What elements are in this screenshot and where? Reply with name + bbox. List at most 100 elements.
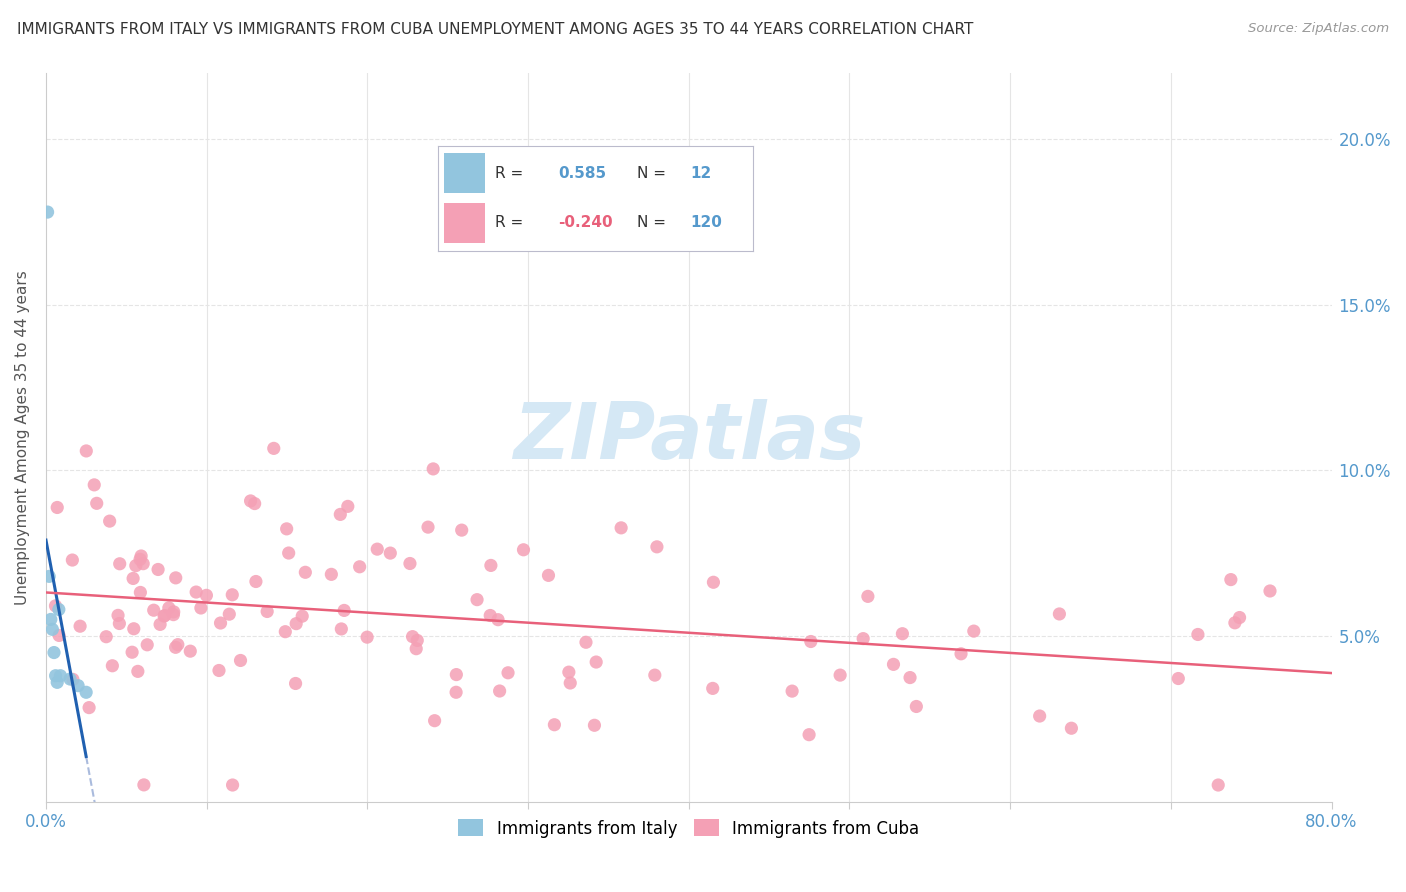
Point [121,645,143,659]
Point [610,521,633,535]
Point [166,638,188,652]
Point [208,664,231,678]
Point [132,557,155,571]
Point [69,619,91,633]
Point [543,717,565,731]
Point [336,500,359,514]
Point [46,675,69,690]
Point [142,603,165,617]
Point [256,605,278,619]
Point [486,613,509,627]
Point [1258,584,1281,599]
Point [898,671,921,685]
Point [190,601,212,615]
Point [479,608,502,623]
Point [856,590,879,604]
Point [108,616,131,631]
Point [39,612,62,626]
Point [101,658,124,673]
Point [401,630,423,644]
Point [165,571,187,585]
Y-axis label: Unemployment Among Ages 35 to 44 years: Unemployment Among Ages 35 to 44 years [15,270,30,605]
Point [585,655,607,669]
Point [245,574,267,589]
Point [291,609,314,624]
Point [229,653,252,667]
Point [294,566,316,580]
Point [422,462,444,476]
Point [67,679,90,693]
Point [62,673,84,687]
Point [329,508,352,522]
Point [1229,610,1251,624]
Point [950,647,973,661]
Point [209,615,232,630]
Point [157,600,180,615]
Point [38,569,60,583]
Point [186,585,208,599]
Point [149,617,172,632]
Point [163,605,186,619]
Point [1060,721,1083,735]
Point [830,668,852,682]
Point [496,665,519,680]
Point [479,558,502,573]
Point [276,522,298,536]
Text: IMMIGRANTS FROM ITALY VS IMMIGRANTS FROM CUBA UNEMPLOYMENT AMONG AGES 35 TO 44 Y: IMMIGRANTS FROM ITALY VS IMMIGRANTS FROM… [17,22,973,37]
Point [644,668,666,682]
Point [146,562,169,576]
Point [274,624,297,639]
Point [356,630,378,644]
Point [1206,778,1229,792]
Point [60,553,83,567]
Point [277,546,299,560]
Legend: Immigrants from Italy, Immigrants from Cuba: Immigrants from Italy, Immigrants from C… [451,813,927,844]
Point [399,557,422,571]
Point [98,514,121,528]
Point [108,557,131,571]
Point [75,685,97,699]
Point [321,567,343,582]
Point [1219,573,1241,587]
Point [446,667,468,681]
Point [333,603,356,617]
Point [49,669,72,683]
Point [122,622,145,636]
Point [136,638,159,652]
Point [48,628,70,642]
Point [263,442,285,456]
Point [37,205,59,219]
Point [165,640,187,655]
Point [218,607,240,622]
Point [416,520,439,534]
Point [583,718,606,732]
Point [380,546,402,560]
Point [42,646,65,660]
Point [46,500,69,515]
Point [537,568,560,582]
Point [423,714,446,728]
Point [285,616,308,631]
Point [575,635,598,649]
Point [800,634,823,648]
Point [645,540,668,554]
Point [153,609,176,624]
Point [162,607,184,622]
Point [330,622,353,636]
Point [83,478,105,492]
Point [129,585,152,599]
Point [405,641,427,656]
Point [107,608,129,623]
Point [1028,709,1050,723]
Point [349,559,371,574]
Point [48,602,70,616]
Point [450,523,472,537]
Point [96,630,118,644]
Point [284,676,307,690]
Point [512,542,534,557]
Point [1047,607,1070,621]
Point [366,542,388,557]
Point [195,588,218,602]
Point [963,624,986,639]
Point [221,588,243,602]
